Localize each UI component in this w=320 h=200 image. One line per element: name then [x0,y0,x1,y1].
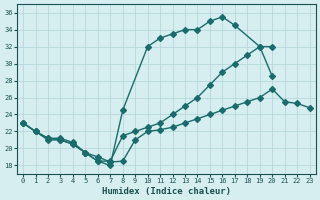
X-axis label: Humidex (Indice chaleur): Humidex (Indice chaleur) [102,187,231,196]
